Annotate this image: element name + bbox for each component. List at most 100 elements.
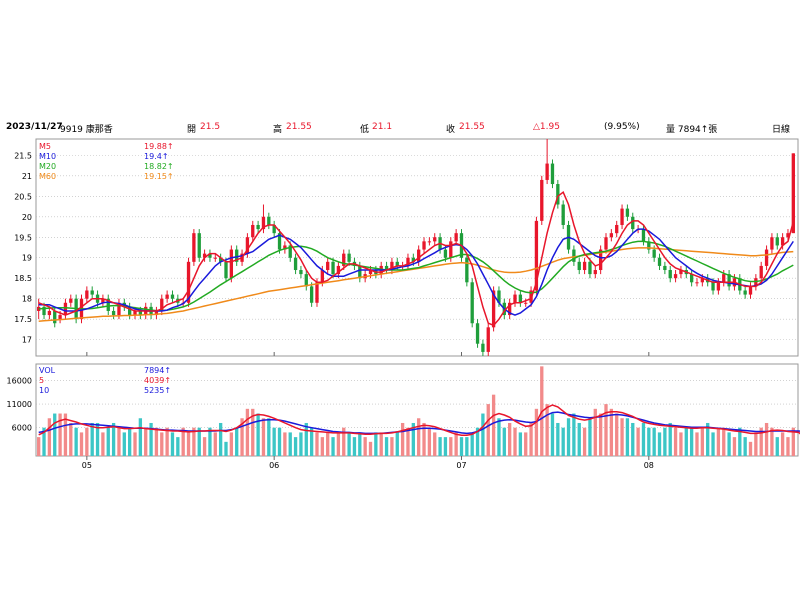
candle-body [224,261,228,279]
candle-body [267,216,271,225]
volume-bar [706,422,710,456]
volume-bar [133,432,137,456]
candle-body [550,163,555,185]
candle-body [347,253,351,262]
candle-body [165,294,169,299]
volume-panel-frame [35,363,799,457]
candle-body [192,233,196,262]
close-label: 收 [446,125,456,135]
candle-body [513,294,517,303]
candle-body [406,257,410,266]
volume-bar [315,432,319,456]
candle-body [711,282,715,291]
candle-body [791,153,795,234]
candle-body [663,265,667,271]
high-value: 21.55 [286,122,312,132]
volume-bar [582,427,587,456]
volume-bar [550,413,555,456]
chart-header: 2023/11/27 9919 康那香 開 21.5 高 21.55 低 21.… [0,118,800,136]
volume-bar [347,432,351,456]
volume-bar [679,432,683,456]
candle-body [470,282,474,324]
volume-bar [304,422,308,456]
volume-legend-value: 5235↑ [144,386,171,395]
candle-body [518,294,523,303]
volume-bar [770,427,774,456]
volume-bar [588,418,592,456]
month-label: 08 [644,461,654,470]
volume-bar [417,418,421,456]
volume-bar [240,418,244,456]
candle-body [170,294,175,299]
m5-line [38,191,795,327]
price-tick-label: 18.5 [14,274,32,283]
candle-body [508,302,512,316]
volume-bar [738,427,742,456]
volume-bar [465,437,469,456]
volume-bar [743,437,747,456]
volume-bar [149,422,153,456]
low-label: 低 [360,125,370,135]
price-tick-label: 21 [22,172,32,181]
candle-body [572,249,576,262]
volume-bar [90,422,94,456]
price-legend-value: 18.82↑ [144,162,174,171]
candle-body [326,261,330,271]
volume-bar [427,427,432,456]
candle-body [615,224,619,234]
candle-body [604,237,608,250]
volume-bar [400,422,405,456]
volume-legend-name: 5 [39,376,44,385]
volume-bar [572,413,576,456]
volume-bar [449,437,453,456]
candle-body [556,184,560,205]
candle-body [288,245,292,258]
high-label: 高 [273,125,283,135]
candle-body [657,257,662,266]
volume-bar [631,422,635,456]
volume-bar [197,427,201,456]
candle-body [411,257,415,262]
month-label: 05 [82,461,92,470]
volume-bar [320,437,324,456]
volume-bar [245,408,250,456]
candle-body [443,249,448,258]
volume-bar [79,432,84,456]
candle-body [53,310,57,324]
volume-bar [524,432,528,456]
candle-body [588,261,592,275]
candle-body [727,274,731,287]
volume-bar [754,432,758,456]
volume-bar [374,432,378,456]
m20-line [38,240,794,312]
volume-bar [593,408,597,456]
candle-body [679,270,683,275]
volume-bar [213,432,217,456]
volume-bar [202,437,207,456]
volume-ma5-line [38,404,800,436]
candle-body [620,208,624,225]
volume-bar [117,427,121,456]
volume-bar [111,422,116,456]
volume-bar [422,422,426,456]
volume-bar [95,422,100,456]
candle-body [293,257,298,271]
volume-bar [620,418,624,456]
volume-bar [711,432,715,456]
volume-bar [363,437,367,456]
volume-bar [154,427,159,456]
candle-body [481,343,485,352]
volume-bar [53,413,57,456]
candle-body [186,261,191,303]
volume-bar [459,437,464,456]
volume-bar [69,422,73,456]
candle-body [304,274,308,287]
volume-bar [176,437,180,456]
volume-bar [486,404,490,456]
candle-body [202,253,207,258]
candle-body [486,327,490,352]
candle-body [42,306,46,316]
candle-body [309,286,314,303]
candle-body [213,257,217,259]
volume-bar [497,418,501,456]
